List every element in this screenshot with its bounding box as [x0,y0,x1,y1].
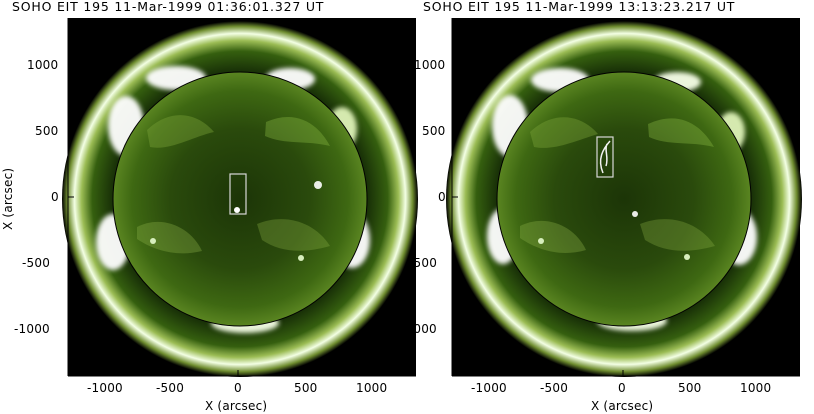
left-y-axis-label: X (arcsec) [1,168,15,230]
left-solar-panel: SOHO EIT 195 11-Mar-1999 01:36:01.327 UT [1,0,418,413]
left-y-axis [67,18,74,376]
left-panel-title: SOHO EIT 195 11-Mar-1999 01:36:01.327 UT [12,0,324,14]
left-xtick-label: 1000 [356,381,387,395]
right-loop-trace [599,140,611,174]
left-ytick-label: 1000 [27,58,58,72]
left-x-axis [68,370,416,377]
right-x-axis [452,370,800,377]
right-solar-panel: SOHO EIT 195 11-Mar-1999 13:13:23.217 UT [401,0,802,413]
left-ytick-label: 0 [51,190,59,204]
right-xtick-label: -500 [540,381,568,395]
right-ytick-label: 500 [422,124,446,138]
right-y-axis [451,18,458,376]
right-disk-features [520,117,715,260]
left-ytick-label: -1000 [14,322,50,336]
left-xtick-label: 500 [294,381,318,395]
right-region-box [596,136,614,178]
right-panel-title: SOHO EIT 195 11-Mar-1999 13:13:23.217 UT [423,0,735,14]
right-ytick-label: 0 [438,190,446,204]
right-ytick-label: 1000 [414,58,445,72]
left-region-box [229,173,247,215]
left-bright-point [234,207,240,213]
left-xtick-label: -500 [156,381,184,395]
left-xtick-label: -1000 [87,381,123,395]
right-x-axis-label: X (arcsec) [591,399,653,413]
right-solar-disk [496,71,752,327]
right-ytick-label: -500 [409,256,437,270]
left-disk-features [137,115,330,261]
left-xtick-label: 0 [234,381,242,395]
left-x-axis-label: X (arcsec) [205,399,267,413]
right-ytick-label: -1000 [401,322,437,336]
left-solar-disk [112,71,368,327]
left-ytick-label: -500 [22,256,50,270]
left-ytick-label: 500 [35,124,59,138]
right-xtick-label: 1000 [740,381,771,395]
right-xtick-label: 500 [678,381,702,395]
right-xtick-label: 0 [618,381,626,395]
right-xtick-label: -1000 [471,381,507,395]
